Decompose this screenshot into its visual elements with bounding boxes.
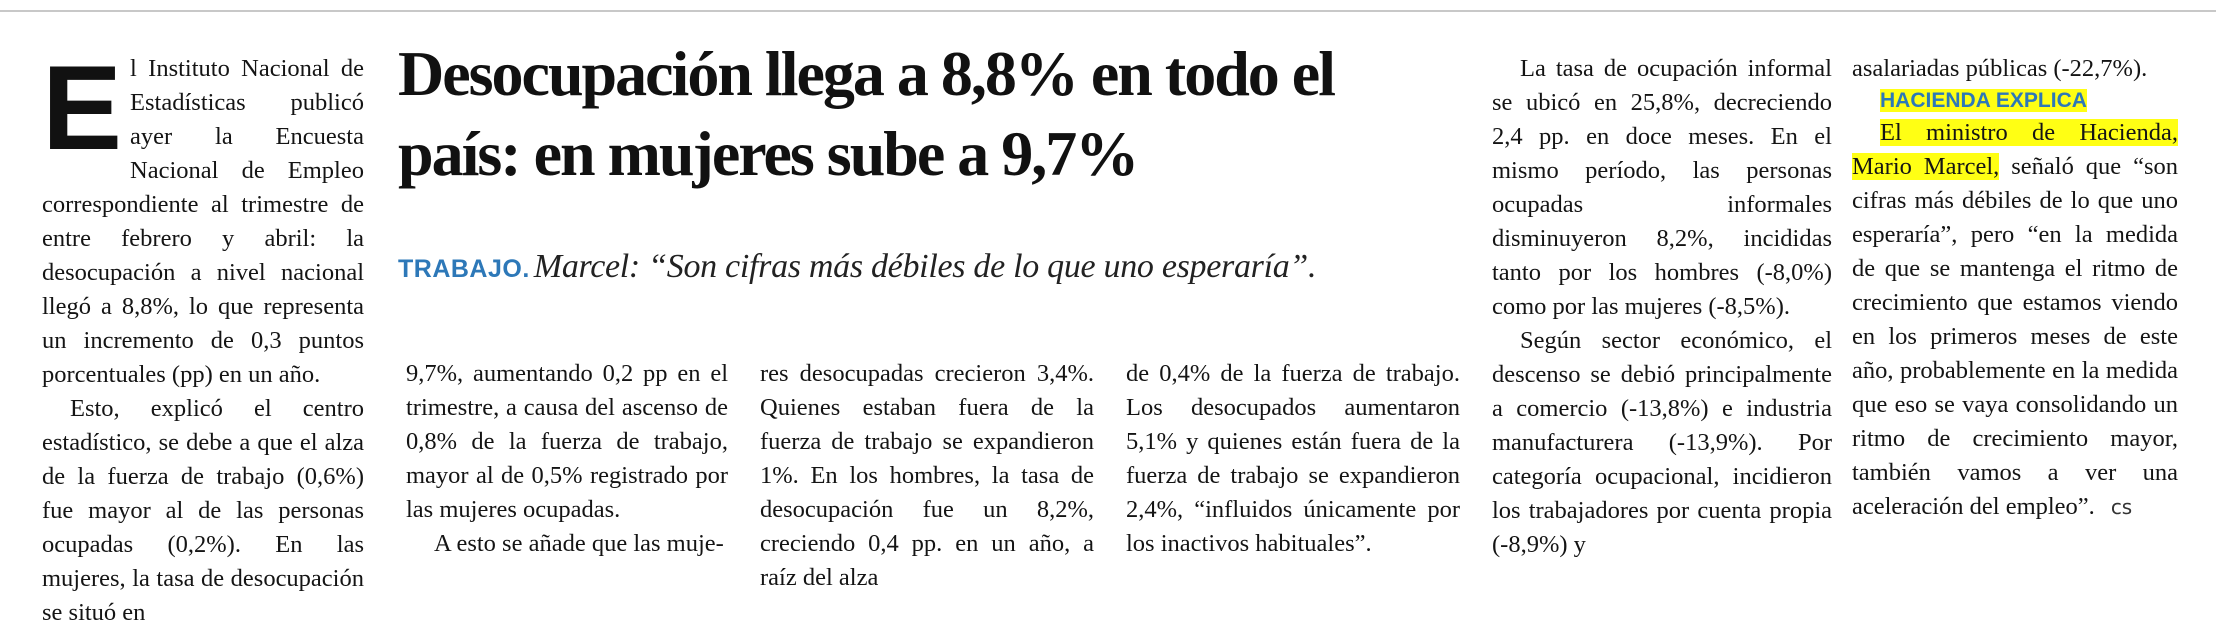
article-column-6: asalariadas públicas (-22,7%). HACIENDA …	[1852, 52, 2178, 524]
article-column-3: res desocupadas crecieron 3,4%. Quienes …	[760, 357, 1094, 595]
section-subtitle: HACIENDA EXPLICA	[1852, 86, 2178, 116]
paragraph: asalariadas públicas (-22,7%).	[1852, 55, 2148, 82]
article-column-4: de 0,4% de la fuerza de trabajo. Los des…	[1126, 357, 1460, 561]
paragraph: La tasa de ocupación informal se ubicó e…	[1492, 55, 1832, 320]
article-column-1: E l Instituto Nacional de Estadísticas p…	[42, 41, 364, 630]
drop-cap: E	[42, 41, 123, 175]
paragraph: A esto se añade que las muje-	[434, 530, 724, 557]
paragraph: 9,7%, aumentando 0,2 pp en el trimestre,…	[406, 360, 728, 523]
paragraph: Según sector económico, el descenso se d…	[1492, 327, 1832, 558]
article-column-2: 9,7%, aumentando 0,2 pp en el trimestre,…	[406, 357, 728, 561]
paragraph: El ministro de Hacienda, Mario Marcel, s…	[1852, 116, 2178, 524]
paragraph: l Instituto Nacional de Estadísticas pub…	[42, 55, 364, 388]
headline: Desocupación llega a 8,8% en todo el paí…	[398, 38, 1336, 189]
deck-quote: Marcel: “Son cifras más débiles de lo qu…	[533, 248, 1317, 285]
paragraph: de 0,4% de la fuerza de trabajo. Los des…	[1126, 360, 1460, 557]
paragraph: res desocupadas crecieron 3,4%. Quienes …	[760, 360, 1094, 591]
top-rule	[0, 10, 2216, 12]
paragraph-text: señaló que “son cifras más débiles de lo…	[1852, 153, 2178, 520]
end-of-article-mark: cs	[2110, 495, 2133, 519]
subheadline: TRABAJO. Marcel: “Son cifras más débiles…	[398, 248, 1317, 286]
article-column-5: La tasa de ocupación informal se ubicó e…	[1492, 52, 1832, 562]
section-kicker: TRABAJO.	[398, 255, 530, 283]
highlighted-subtitle: HACIENDA EXPLICA	[1880, 89, 2087, 112]
paragraph: Esto, explicó el centro estadístico, se …	[42, 395, 364, 626]
